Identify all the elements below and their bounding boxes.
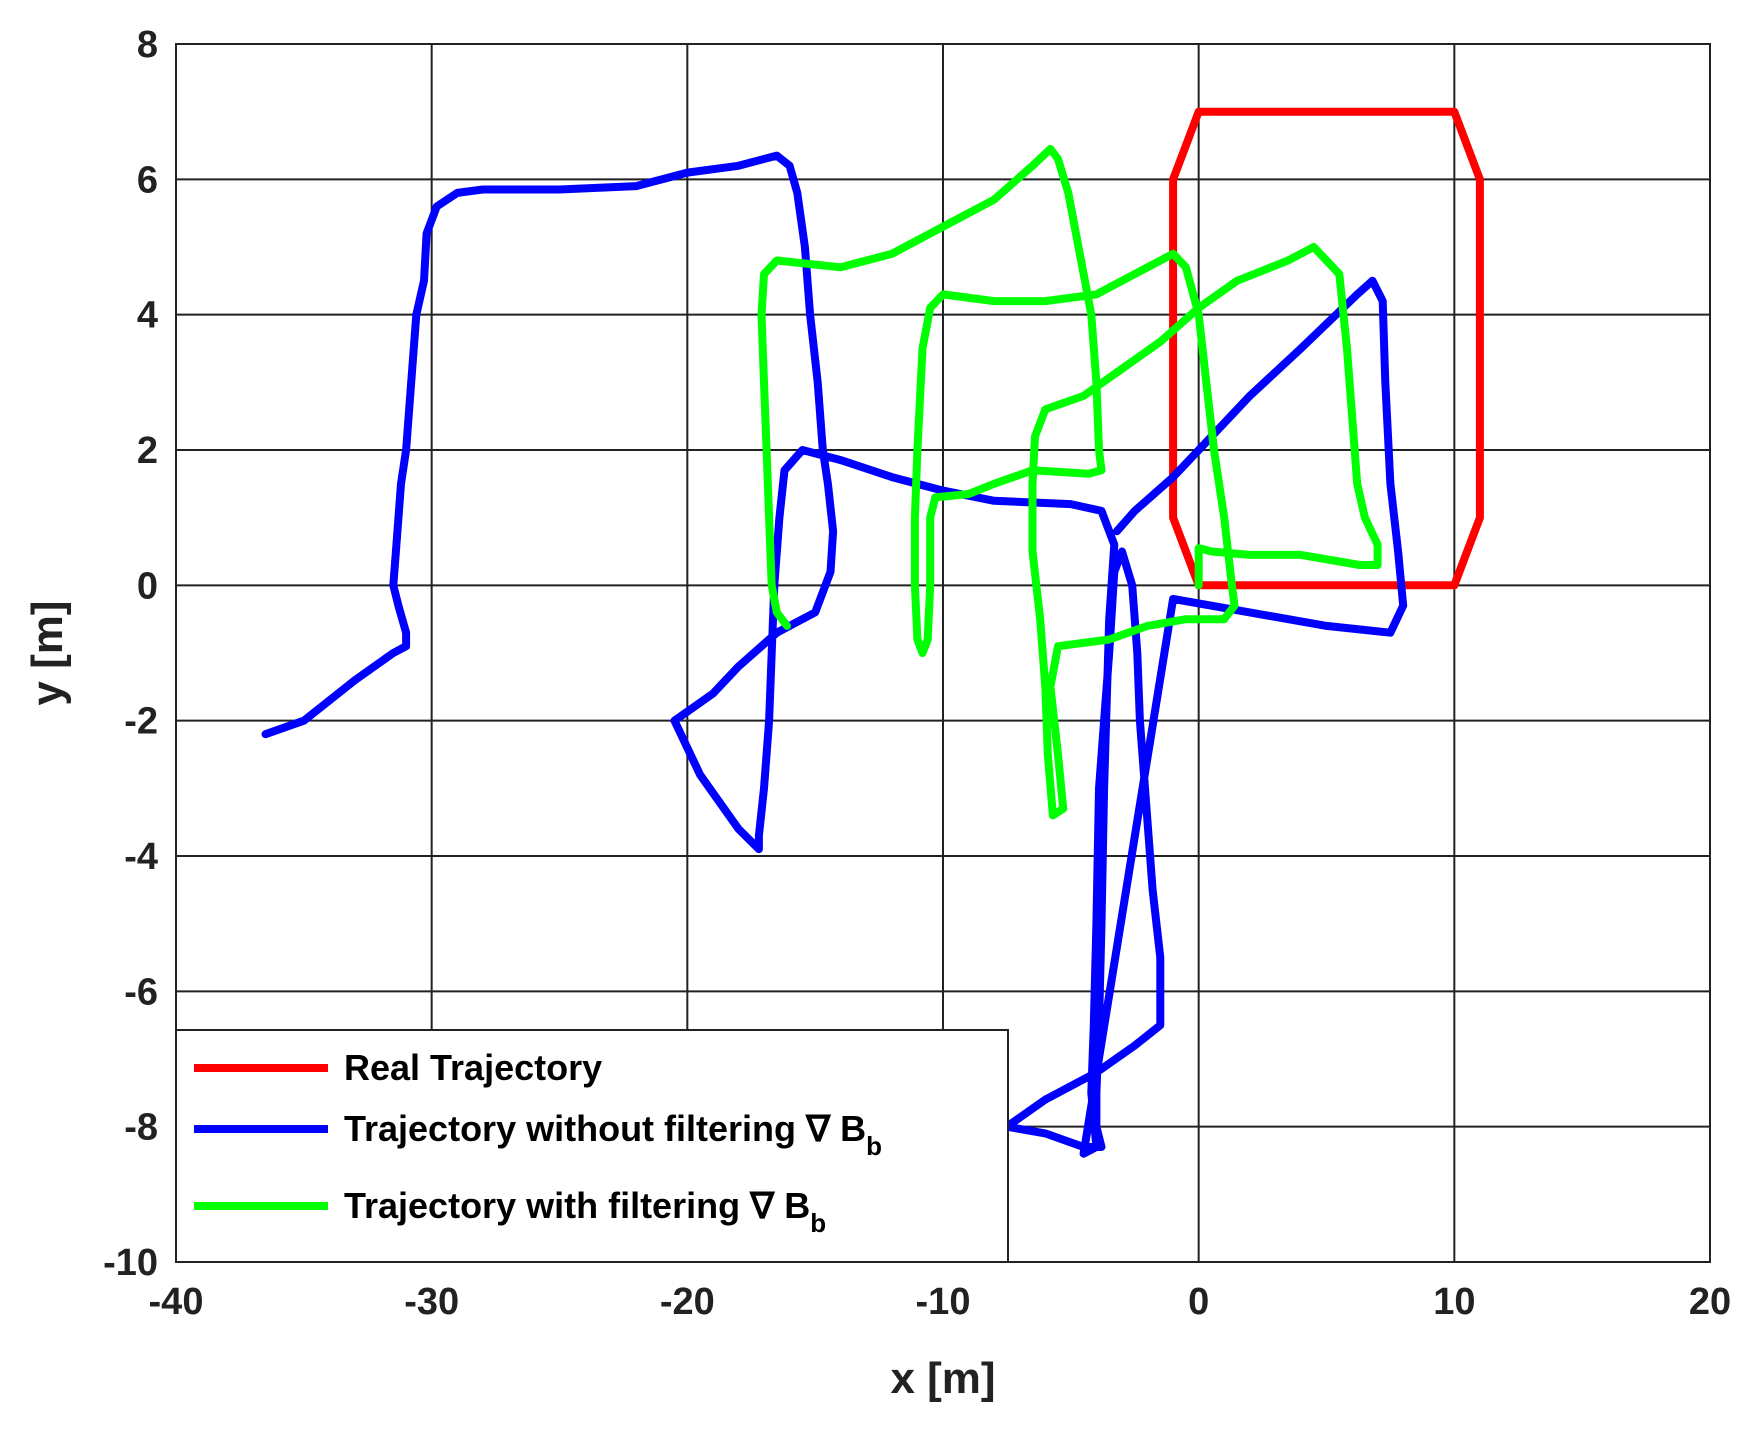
- y-axis-label: y [m]: [23, 600, 72, 705]
- y-tick-label: 6: [137, 159, 158, 201]
- plot-series: [261, 107, 1484, 1158]
- y-tick-label: -10: [103, 1242, 158, 1284]
- legend-subscript: b: [866, 1131, 882, 1161]
- y-tick-label: -2: [124, 701, 158, 743]
- x-axis-label: x [m]: [890, 1354, 995, 1403]
- x-tick-label: -10: [916, 1281, 971, 1323]
- legend-subscript: b: [810, 1208, 826, 1238]
- legend-label-1: Real Trajectory: [344, 1047, 602, 1088]
- x-tick-label: -30: [404, 1281, 459, 1323]
- y-tick-label: -4: [124, 836, 158, 878]
- y-tick-label: 0: [137, 565, 158, 607]
- x-tick-label: 10: [1433, 1281, 1475, 1323]
- x-tick-label: -40: [149, 1281, 204, 1323]
- x-tick-label: -20: [660, 1281, 715, 1323]
- series-line-3: [757, 144, 1382, 820]
- nabla-symbol: ∇: [805, 1108, 832, 1149]
- y-tick-label: 8: [137, 24, 158, 66]
- y-tick-label: -6: [124, 971, 158, 1013]
- y-tick-label: -8: [124, 1107, 158, 1149]
- y-tick-label: 4: [137, 295, 158, 337]
- x-tick-label: 20: [1689, 1281, 1731, 1323]
- series-line-2: [261, 151, 1408, 1158]
- series-line-1: [1169, 107, 1484, 590]
- nabla-symbol: ∇: [749, 1185, 776, 1226]
- y-tick-label: 2: [137, 430, 158, 472]
- x-tick-label: 0: [1188, 1281, 1209, 1323]
